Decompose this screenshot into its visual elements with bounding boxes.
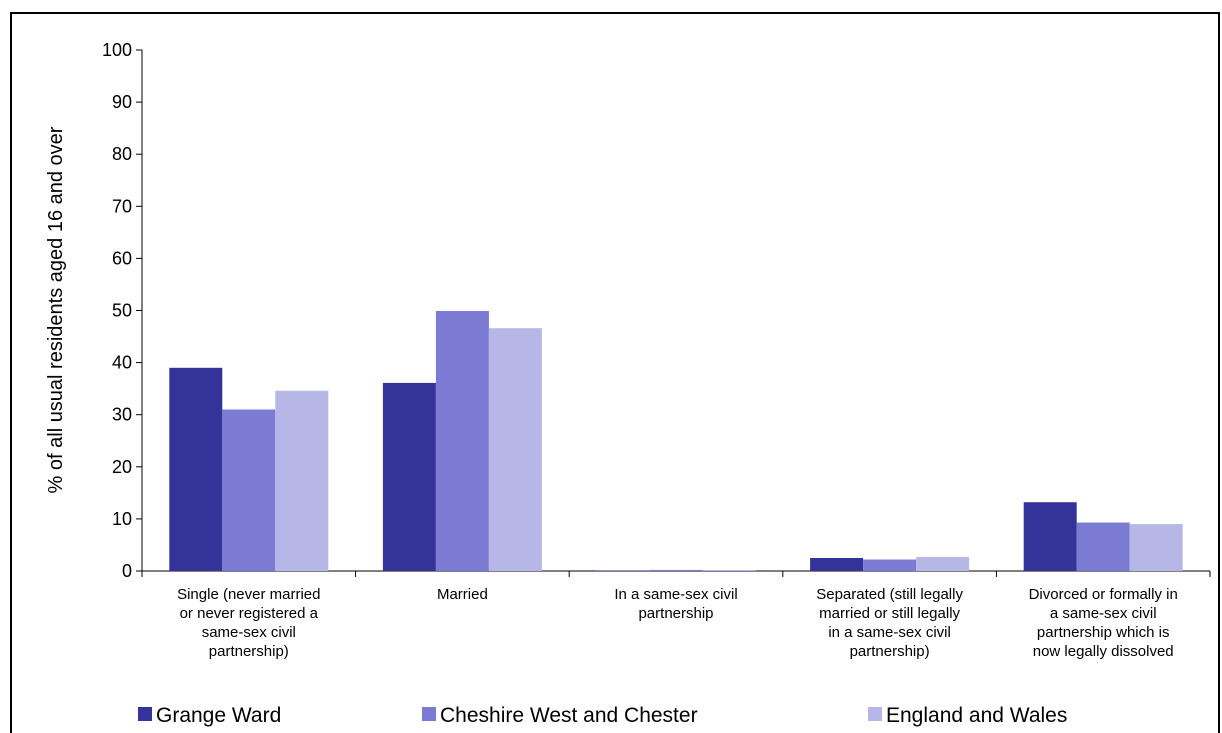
legend: Grange Ward Cheshire West and Chester Engl… [138,704,1067,727]
y-tick-label: 70 [112,196,132,216]
x-category-label-line: partnership) [850,643,930,660]
bar [222,409,276,571]
y-tick-label: 90 [112,92,132,112]
bar [649,569,703,571]
legend-label: Cheshire West and Chester [440,704,698,727]
chart-frame [10,12,1220,733]
bar [382,382,436,571]
bar [863,559,917,571]
y-tick-label: 100 [102,40,132,60]
bar [275,390,329,571]
y-tick-label: 80 [112,144,132,164]
x-category-label-line: or never registered a [180,605,319,622]
x-category-label-line: partnership [638,605,713,622]
x-category-label-line: Single (never married [177,586,320,603]
x-category-label: In a same-sex civil partnership [614,586,737,622]
bar [488,328,542,571]
y-axis: 0 10 20 30 40 50 60 70 80 90 100 [102,40,143,581]
bar [435,311,489,571]
x-axis: Single (never married or never registered… [141,570,1211,660]
x-category-label-line: partnership) [209,643,289,660]
x-category-label-line: partnership which is [1037,624,1170,641]
legend-swatch [868,707,882,721]
y-tick-label: 10 [112,509,132,529]
x-category-label-line: same-sex civil [202,624,296,641]
legend-label: Grange Ward [156,704,281,727]
bar [596,570,650,571]
x-category-label: Separated (still legally married or still… [816,586,963,660]
x-category-label-line: married or still legally [819,605,960,622]
x-category-label: Single (never married or never registered… [177,586,320,660]
x-category-label-line: Married [437,586,488,603]
legend-swatch [138,707,152,721]
bar [916,556,970,571]
y-tick-label: 50 [112,301,132,321]
legend-swatch [422,707,436,721]
legend-label: England and Wales [886,704,1067,727]
x-category-label: Divorced or formally in a same-sex civil p… [1029,586,1178,660]
x-category-label-line: Separated (still legally [816,586,963,603]
bar [810,557,864,571]
x-category-label-line: a same-sex civil [1050,605,1157,622]
y-tick-label: 30 [112,405,132,425]
bars [169,311,1183,571]
y-tick-label: 20 [112,457,132,477]
y-tick-label: 40 [112,353,132,373]
bar [169,367,223,571]
x-category-label-line: In a same-sex civil [614,586,737,603]
x-category-label-line: Divorced or formally in [1029,586,1178,603]
bar [1023,502,1077,571]
x-category-label: Married [437,586,488,603]
y-tick-label: 0 [122,561,132,581]
y-axis-title: % of all usual residents aged 16 and ove… [45,126,67,493]
bar [702,569,756,571]
y-tick-label: 60 [112,248,132,268]
bar [1076,522,1130,571]
bar [1129,524,1183,571]
x-category-label-line: in a same-sex civil [828,624,951,641]
x-category-label-line: now legally dissolved [1033,643,1174,660]
